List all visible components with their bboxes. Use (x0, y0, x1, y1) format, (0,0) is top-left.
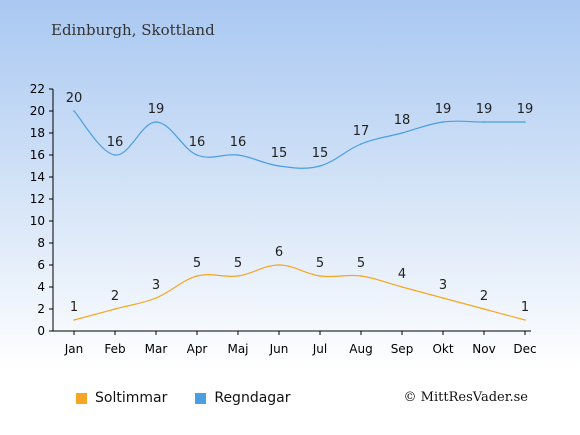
data-label-rain: 16 (189, 135, 206, 150)
data-point-sun (401, 286, 403, 288)
data-point-sun (155, 297, 157, 299)
data-label-sun: 1 (521, 300, 529, 315)
data-point-sun (278, 264, 280, 266)
legend-label-rain: Regndagar (214, 390, 291, 406)
legend-item-rain: Regndagar (195, 390, 291, 406)
x-tick-label: Jan (64, 342, 84, 356)
y-tick-label: 0 (37, 324, 45, 338)
data-label-rain: 16 (230, 135, 247, 150)
data-label-rain: 19 (435, 102, 452, 117)
data-point-sun (196, 275, 198, 277)
data-label-rain: 19 (148, 102, 165, 117)
data-label-rain: 17 (353, 124, 370, 139)
x-tick-label: Sep (391, 342, 414, 356)
data-point-rain (114, 154, 116, 156)
data-label-rain: 18 (394, 113, 411, 128)
y-tick-label: 2 (37, 302, 45, 316)
data-label-sun: 1 (70, 300, 78, 315)
data-label-sun: 5 (357, 256, 365, 271)
data-label-rain: 15 (271, 146, 288, 161)
x-tick-label: Maj (227, 342, 248, 356)
x-tick-label: Aug (349, 342, 372, 356)
data-point-rain (155, 121, 157, 123)
y-tick-label: 8 (37, 236, 45, 250)
data-labels-layer: 1 2 3 5 5 6 5 5 4 3 2 1 20 16 19 16 16 15 15 17 18 19 19 19 (66, 91, 534, 315)
y-tick-label: 12 (30, 192, 45, 206)
data-point-rain (73, 110, 75, 112)
data-point-rain (319, 165, 321, 167)
data-point-rain (360, 143, 362, 145)
y-tick-label: 16 (30, 148, 45, 162)
data-point-sun (319, 275, 321, 277)
legend-label-sun: Soltimmar (95, 390, 168, 406)
data-point-sun (360, 275, 362, 277)
data-point-sun (524, 319, 526, 321)
y-tick-label: 18 (30, 126, 45, 140)
data-label-rain: 20 (66, 91, 83, 106)
x-tick-label: Okt (432, 342, 453, 356)
series-line-rain (73, 110, 525, 169)
data-label-rain: 15 (312, 146, 329, 161)
data-label-rain: 16 (107, 135, 124, 150)
x-tick-label: Mar (145, 342, 168, 356)
data-label-rain: 19 (517, 102, 534, 117)
x-tick-label: Feb (104, 342, 125, 356)
x-tick-label: Nov (472, 342, 495, 356)
data-point-rain (483, 121, 485, 123)
x-tick-label: Jul (312, 342, 327, 356)
data-point-rain (401, 132, 403, 134)
data-point-sun (114, 308, 116, 310)
data-label-sun: 2 (480, 289, 488, 304)
data-label-sun: 3 (152, 278, 160, 293)
data-label-sun: 3 (439, 278, 447, 293)
data-label-rain: 19 (476, 102, 493, 117)
data-label-sun: 5 (193, 256, 201, 271)
data-label-sun: 2 (111, 289, 119, 304)
data-point-sun (442, 297, 444, 299)
chart-title: Edinburgh, Skottland (51, 21, 215, 39)
y-tick-label: 4 (37, 280, 45, 294)
series-layer (73, 110, 526, 321)
data-point-sun (237, 275, 239, 277)
data-point-sun (483, 308, 485, 310)
data-point-rain (237, 154, 239, 156)
data-label-sun: 5 (234, 256, 242, 271)
data-point-rain (278, 165, 280, 167)
chart-legend: Soltimmar Regndagar (76, 390, 319, 406)
site-credit: © MittResVader.se (403, 390, 528, 405)
data-point-rain (442, 121, 444, 123)
data-point-rain (196, 154, 198, 156)
series-line-sun (73, 264, 526, 321)
data-point-rain (524, 121, 526, 123)
x-tick-label: Apr (187, 342, 208, 356)
y-tick-label: 10 (30, 214, 45, 228)
data-label-sun: 5 (316, 256, 324, 271)
y-tick-label: 14 (30, 170, 45, 184)
legend-swatch-rain (195, 392, 207, 404)
data-label-sun: 6 (275, 245, 283, 260)
data-point-sun (73, 319, 75, 321)
legend-swatch-sun (76, 392, 87, 404)
y-tick-label: 6 (37, 258, 45, 272)
x-tick-label: Dec (513, 342, 536, 356)
legend-item-sun: Soltimmar (76, 390, 167, 406)
data-label-sun: 4 (398, 267, 406, 282)
x-tick-label: Jun (269, 342, 289, 356)
y-tick-label: 20 (30, 104, 45, 118)
y-tick-label: 22 (30, 82, 45, 96)
